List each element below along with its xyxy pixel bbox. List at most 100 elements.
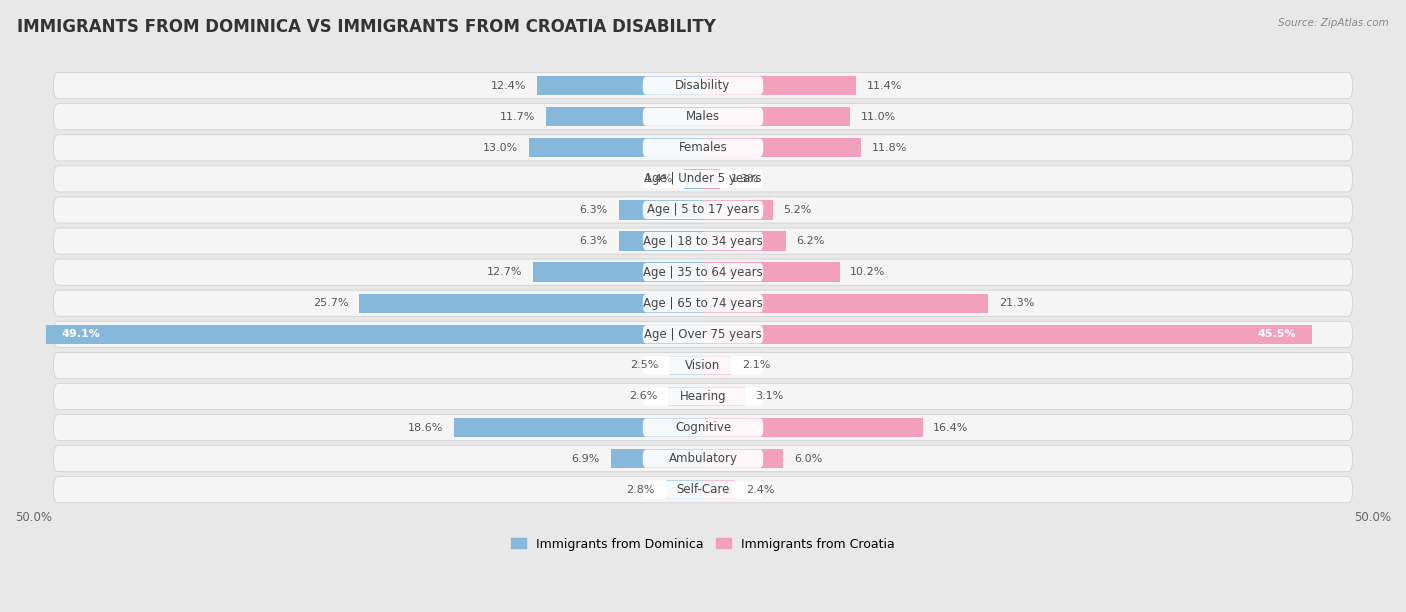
FancyBboxPatch shape <box>643 419 763 437</box>
Bar <box>537 76 703 95</box>
Bar <box>454 418 703 437</box>
Bar <box>703 480 735 499</box>
Text: Source: ZipAtlas.com: Source: ZipAtlas.com <box>1278 18 1389 28</box>
FancyBboxPatch shape <box>53 259 1353 285</box>
Bar <box>703 107 851 126</box>
Bar <box>703 263 839 282</box>
Text: 10.2%: 10.2% <box>851 267 886 277</box>
Text: Cognitive: Cognitive <box>675 421 731 434</box>
Text: 21.3%: 21.3% <box>998 298 1035 308</box>
Bar <box>703 200 773 220</box>
Text: 25.7%: 25.7% <box>312 298 349 308</box>
Bar <box>669 356 703 375</box>
Text: 13.0%: 13.0% <box>484 143 519 153</box>
FancyBboxPatch shape <box>643 480 763 499</box>
FancyBboxPatch shape <box>643 263 763 282</box>
FancyBboxPatch shape <box>643 76 763 95</box>
Bar <box>533 263 703 282</box>
Bar <box>665 480 703 499</box>
Text: 1.3%: 1.3% <box>731 174 759 184</box>
Text: 11.7%: 11.7% <box>501 112 536 122</box>
Text: Age | 5 to 17 years: Age | 5 to 17 years <box>647 203 759 217</box>
FancyBboxPatch shape <box>53 414 1353 441</box>
FancyBboxPatch shape <box>643 170 763 188</box>
Text: 18.6%: 18.6% <box>408 422 443 433</box>
FancyBboxPatch shape <box>643 232 763 250</box>
Text: 2.6%: 2.6% <box>628 392 658 401</box>
Text: 2.5%: 2.5% <box>630 360 659 370</box>
Bar <box>703 418 922 437</box>
Bar <box>685 170 703 188</box>
Text: 2.1%: 2.1% <box>742 360 770 370</box>
FancyBboxPatch shape <box>53 383 1353 409</box>
Bar <box>703 324 1312 344</box>
Text: Males: Males <box>686 110 720 123</box>
Text: 1.4%: 1.4% <box>645 174 673 184</box>
Text: 6.3%: 6.3% <box>579 236 607 246</box>
Bar <box>703 387 745 406</box>
Text: 2.8%: 2.8% <box>626 485 655 494</box>
Text: Vision: Vision <box>685 359 721 372</box>
FancyBboxPatch shape <box>643 449 763 468</box>
FancyBboxPatch shape <box>53 321 1353 348</box>
Text: 3.1%: 3.1% <box>755 392 783 401</box>
Text: 11.0%: 11.0% <box>860 112 896 122</box>
Text: 45.5%: 45.5% <box>1258 329 1296 339</box>
FancyBboxPatch shape <box>53 73 1353 99</box>
Bar <box>703 356 731 375</box>
Text: Females: Females <box>679 141 727 154</box>
FancyBboxPatch shape <box>643 201 763 219</box>
Text: Self-Care: Self-Care <box>676 483 730 496</box>
Text: 11.4%: 11.4% <box>866 81 901 91</box>
Text: 6.2%: 6.2% <box>797 236 825 246</box>
FancyBboxPatch shape <box>53 103 1353 130</box>
Bar <box>619 231 703 251</box>
Text: Disability: Disability <box>675 79 731 92</box>
FancyBboxPatch shape <box>643 356 763 375</box>
Text: 12.7%: 12.7% <box>486 267 522 277</box>
FancyBboxPatch shape <box>53 228 1353 254</box>
Legend: Immigrants from Dominica, Immigrants from Croatia: Immigrants from Dominica, Immigrants fro… <box>506 532 900 556</box>
Bar <box>703 138 860 157</box>
Text: Age | 65 to 74 years: Age | 65 to 74 years <box>643 297 763 310</box>
Text: 6.0%: 6.0% <box>794 453 823 464</box>
Bar <box>703 170 720 188</box>
FancyBboxPatch shape <box>53 290 1353 316</box>
Bar <box>703 449 783 468</box>
Text: 5.2%: 5.2% <box>783 205 811 215</box>
FancyBboxPatch shape <box>53 353 1353 378</box>
FancyBboxPatch shape <box>643 325 763 343</box>
Text: 16.4%: 16.4% <box>934 422 969 433</box>
Text: 49.1%: 49.1% <box>62 329 100 339</box>
Bar <box>45 324 703 344</box>
FancyBboxPatch shape <box>643 387 763 406</box>
FancyBboxPatch shape <box>53 197 1353 223</box>
Bar <box>668 387 703 406</box>
Text: Age | 18 to 34 years: Age | 18 to 34 years <box>643 234 763 247</box>
FancyBboxPatch shape <box>53 135 1353 161</box>
Bar <box>619 200 703 220</box>
FancyBboxPatch shape <box>53 166 1353 192</box>
Text: Ambulatory: Ambulatory <box>668 452 738 465</box>
Text: 11.8%: 11.8% <box>872 143 907 153</box>
Text: IMMIGRANTS FROM DOMINICA VS IMMIGRANTS FROM CROATIA DISABILITY: IMMIGRANTS FROM DOMINICA VS IMMIGRANTS F… <box>17 18 716 36</box>
FancyBboxPatch shape <box>643 139 763 157</box>
FancyBboxPatch shape <box>643 108 763 126</box>
Text: 6.3%: 6.3% <box>579 205 607 215</box>
Bar <box>610 449 703 468</box>
Bar <box>703 231 786 251</box>
Text: 2.4%: 2.4% <box>745 485 775 494</box>
Bar <box>703 76 856 95</box>
Text: Age | 35 to 64 years: Age | 35 to 64 years <box>643 266 763 278</box>
FancyBboxPatch shape <box>643 294 763 312</box>
Text: Hearing: Hearing <box>679 390 727 403</box>
Bar <box>529 138 703 157</box>
Text: 12.4%: 12.4% <box>491 81 526 91</box>
Text: Age | Under 5 years: Age | Under 5 years <box>644 173 762 185</box>
FancyBboxPatch shape <box>53 477 1353 503</box>
Text: 6.9%: 6.9% <box>571 453 600 464</box>
Bar <box>359 294 703 313</box>
Text: Age | Over 75 years: Age | Over 75 years <box>644 328 762 341</box>
FancyBboxPatch shape <box>53 446 1353 472</box>
Bar <box>547 107 703 126</box>
